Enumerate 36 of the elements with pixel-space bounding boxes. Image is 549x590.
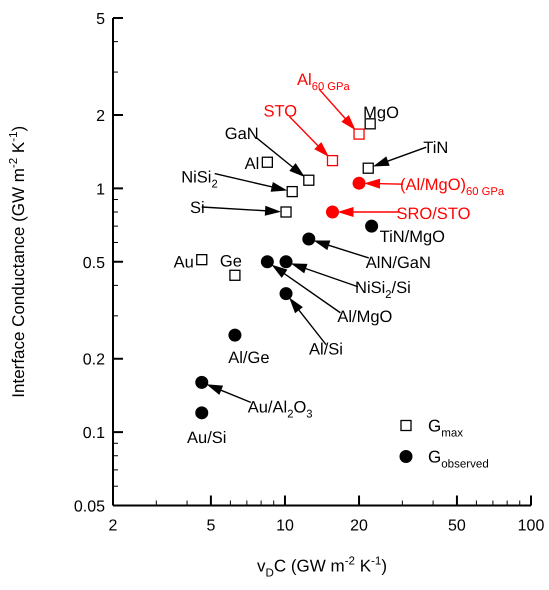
annotation: TiN/MgO — [380, 228, 446, 246]
x-tick-label: 10 — [276, 518, 294, 534]
annotation: Al$_{60 GPa}$ — [297, 71, 351, 94]
annotation: Si — [190, 198, 205, 217]
y-tick-label: 0.5 — [82, 254, 106, 272]
annotation: Au/Al$_{2}$O$_{3}$ — [248, 398, 313, 420]
annotation: Al/Ge — [228, 349, 270, 368]
y-tick-label: 0.05 — [74, 498, 106, 516]
x-axis-title: v$_{D}$C (GW m$^{-2}$ K$^{-1}$) — [257, 556, 387, 580]
y-tick-label: 0.1 — [82, 425, 106, 442]
annotation: Au/Si — [187, 428, 226, 447]
annotation: NiSi$_{2}$/Si — [355, 278, 411, 301]
annotation: NiSi$_{2}$ — [181, 168, 218, 191]
annotation: Al/Si — [309, 340, 343, 359]
legend-label: G$_{max}$ — [428, 416, 464, 440]
annotation: Au — [174, 254, 194, 272]
y-tick-label: 0.2 — [82, 352, 106, 369]
annotation: STO — [263, 102, 298, 121]
x-tick-label: 100 — [518, 518, 544, 534]
annotation: SRO/STO — [396, 204, 471, 223]
annotation: Al/MgO — [337, 308, 393, 326]
y-tick-label: 1 — [96, 181, 106, 198]
legend-label: G$_{observed}$ — [428, 448, 489, 470]
x-tick-label: 50 — [448, 518, 466, 534]
x-tick-label: 2 — [108, 518, 118, 534]
y-tick-label: 2 — [96, 108, 106, 125]
annotation: MgO — [363, 104, 400, 122]
y-tick-label: 5 — [96, 11, 106, 28]
annotation: AlN/GaN — [366, 254, 431, 272]
annotation: Ge — [220, 252, 242, 270]
x-tick-label: 5 — [206, 518, 216, 534]
annotation: GaN — [224, 125, 259, 144]
x-tick-label: 20 — [350, 518, 368, 534]
annotation: TiN — [423, 139, 448, 158]
annotation: (Al/MgO)$_{60 GPa}$ — [400, 176, 505, 198]
annotation: Al — [244, 155, 260, 174]
